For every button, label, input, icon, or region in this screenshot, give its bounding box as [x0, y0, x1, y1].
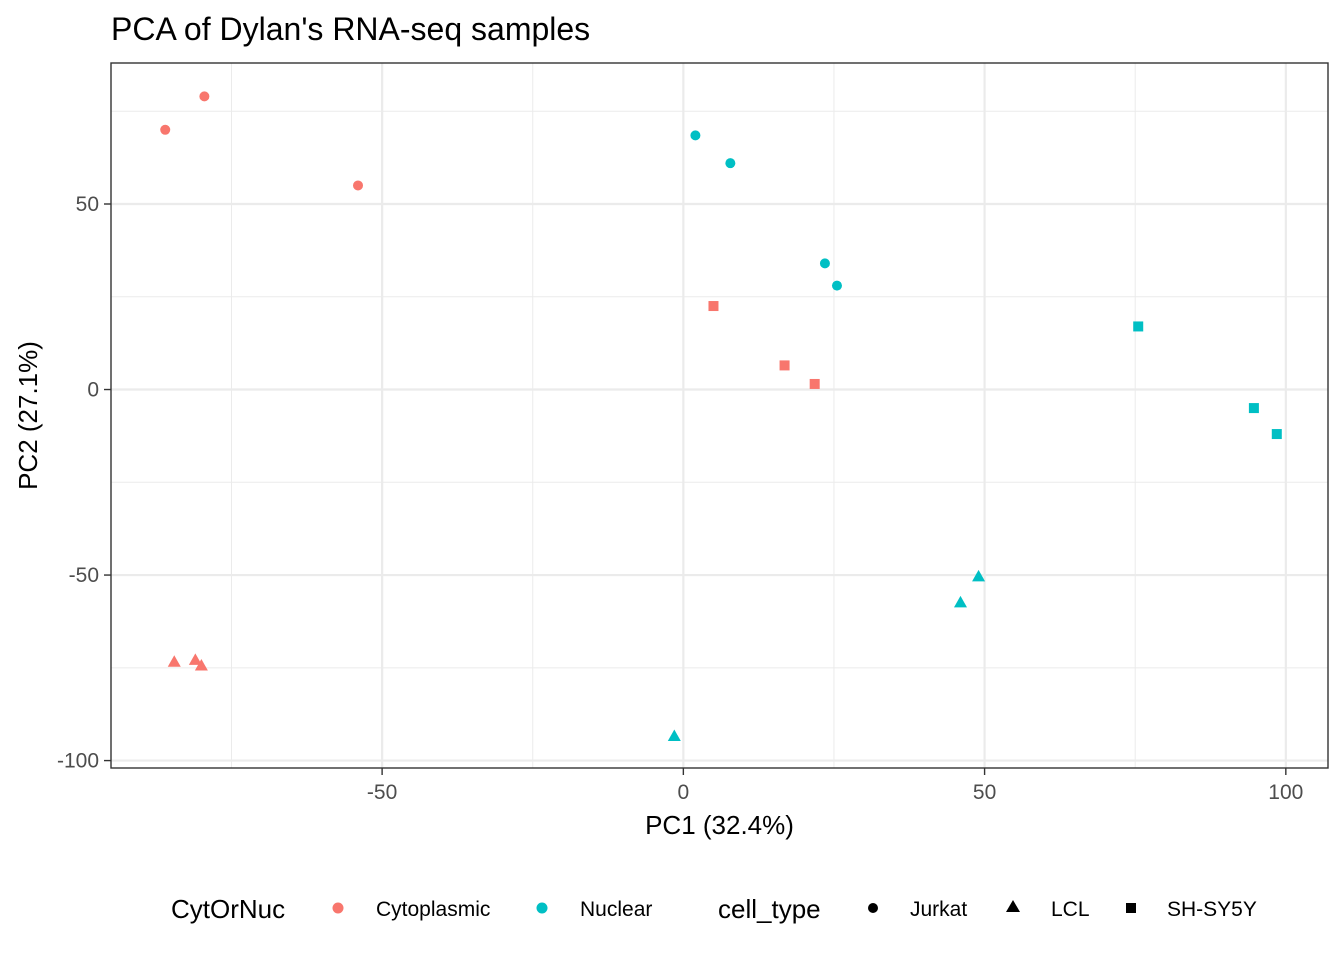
data-points: [160, 91, 1282, 741]
point-lcl-cytoplasmic: [194, 658, 208, 671]
x-tick-label: -50: [367, 781, 397, 804]
grid-lines: [111, 63, 1328, 768]
x-tick-label: 100: [1268, 781, 1303, 804]
y-tick-label: 0: [87, 379, 99, 402]
x-axis-ticks: -50 0 50 100: [367, 768, 1303, 804]
legend-label-nuclear: Nuclear: [580, 898, 652, 921]
point-sh-sy5y-cytoplasmic: [779, 360, 790, 371]
y-tick-label: -100: [57, 750, 99, 773]
legend-key-jurkat: [868, 903, 878, 913]
point-jurkat-nuclear: [690, 130, 701, 141]
point-lcl-nuclear: [972, 569, 986, 582]
y-axis-ticks: -100 -50 0 50: [57, 193, 111, 773]
x-tick-label: 0: [678, 781, 690, 804]
point-lcl-nuclear: [667, 729, 681, 741]
point-lcl-cytoplasmic: [188, 653, 202, 665]
legend-key-lcl: [1006, 900, 1020, 912]
legend-label-jurkat: Jurkat: [910, 898, 967, 921]
point-jurkat-nuclear: [831, 280, 842, 291]
legend-label-sh-sy5y: SH-SY5Y: [1167, 898, 1257, 921]
point-lcl-cytoplasmic: [167, 655, 181, 667]
shape-legend-title: cell_type: [718, 894, 821, 924]
chart-title: PCA of Dylan's RNA-seq samples: [111, 11, 590, 47]
point-jurkat-cytoplasmic: [160, 124, 171, 135]
point-sh-sy5y-nuclear: [1133, 321, 1144, 332]
legend-key-sh-sy5y: [1126, 903, 1136, 913]
point-sh-sy5y-cytoplasmic: [809, 378, 820, 389]
y-axis-title: PC2 (27.1%): [13, 341, 43, 490]
x-axis-title: PC1 (32.4%): [645, 810, 794, 840]
point-lcl-nuclear: [953, 595, 967, 608]
point-jurkat-nuclear: [725, 158, 736, 169]
legend-label-lcl: LCL: [1051, 898, 1090, 921]
color-legend-title: CytOrNuc: [171, 894, 285, 924]
point-jurkat-nuclear: [819, 258, 830, 269]
legend-label-cytoplasmic: Cytoplasmic: [376, 898, 490, 921]
x-tick-label: 50: [973, 781, 996, 804]
plot-panel: [110, 62, 1329, 769]
y-tick-label: -50: [69, 564, 99, 587]
legend: CytOrNuc Cytoplasmic Nuclear cell_type J…: [171, 894, 1257, 924]
point-sh-sy5y-nuclear: [1271, 429, 1282, 440]
point-jurkat-cytoplasmic: [353, 180, 364, 191]
point-sh-sy5y-cytoplasmic: [708, 301, 719, 312]
point-sh-sy5y-nuclear: [1248, 403, 1259, 414]
point-jurkat-cytoplasmic: [199, 91, 210, 102]
legend-key-nuclear: [536, 902, 548, 914]
legend-key-cytoplasmic: [332, 902, 344, 914]
y-tick-label: 50: [76, 193, 99, 216]
